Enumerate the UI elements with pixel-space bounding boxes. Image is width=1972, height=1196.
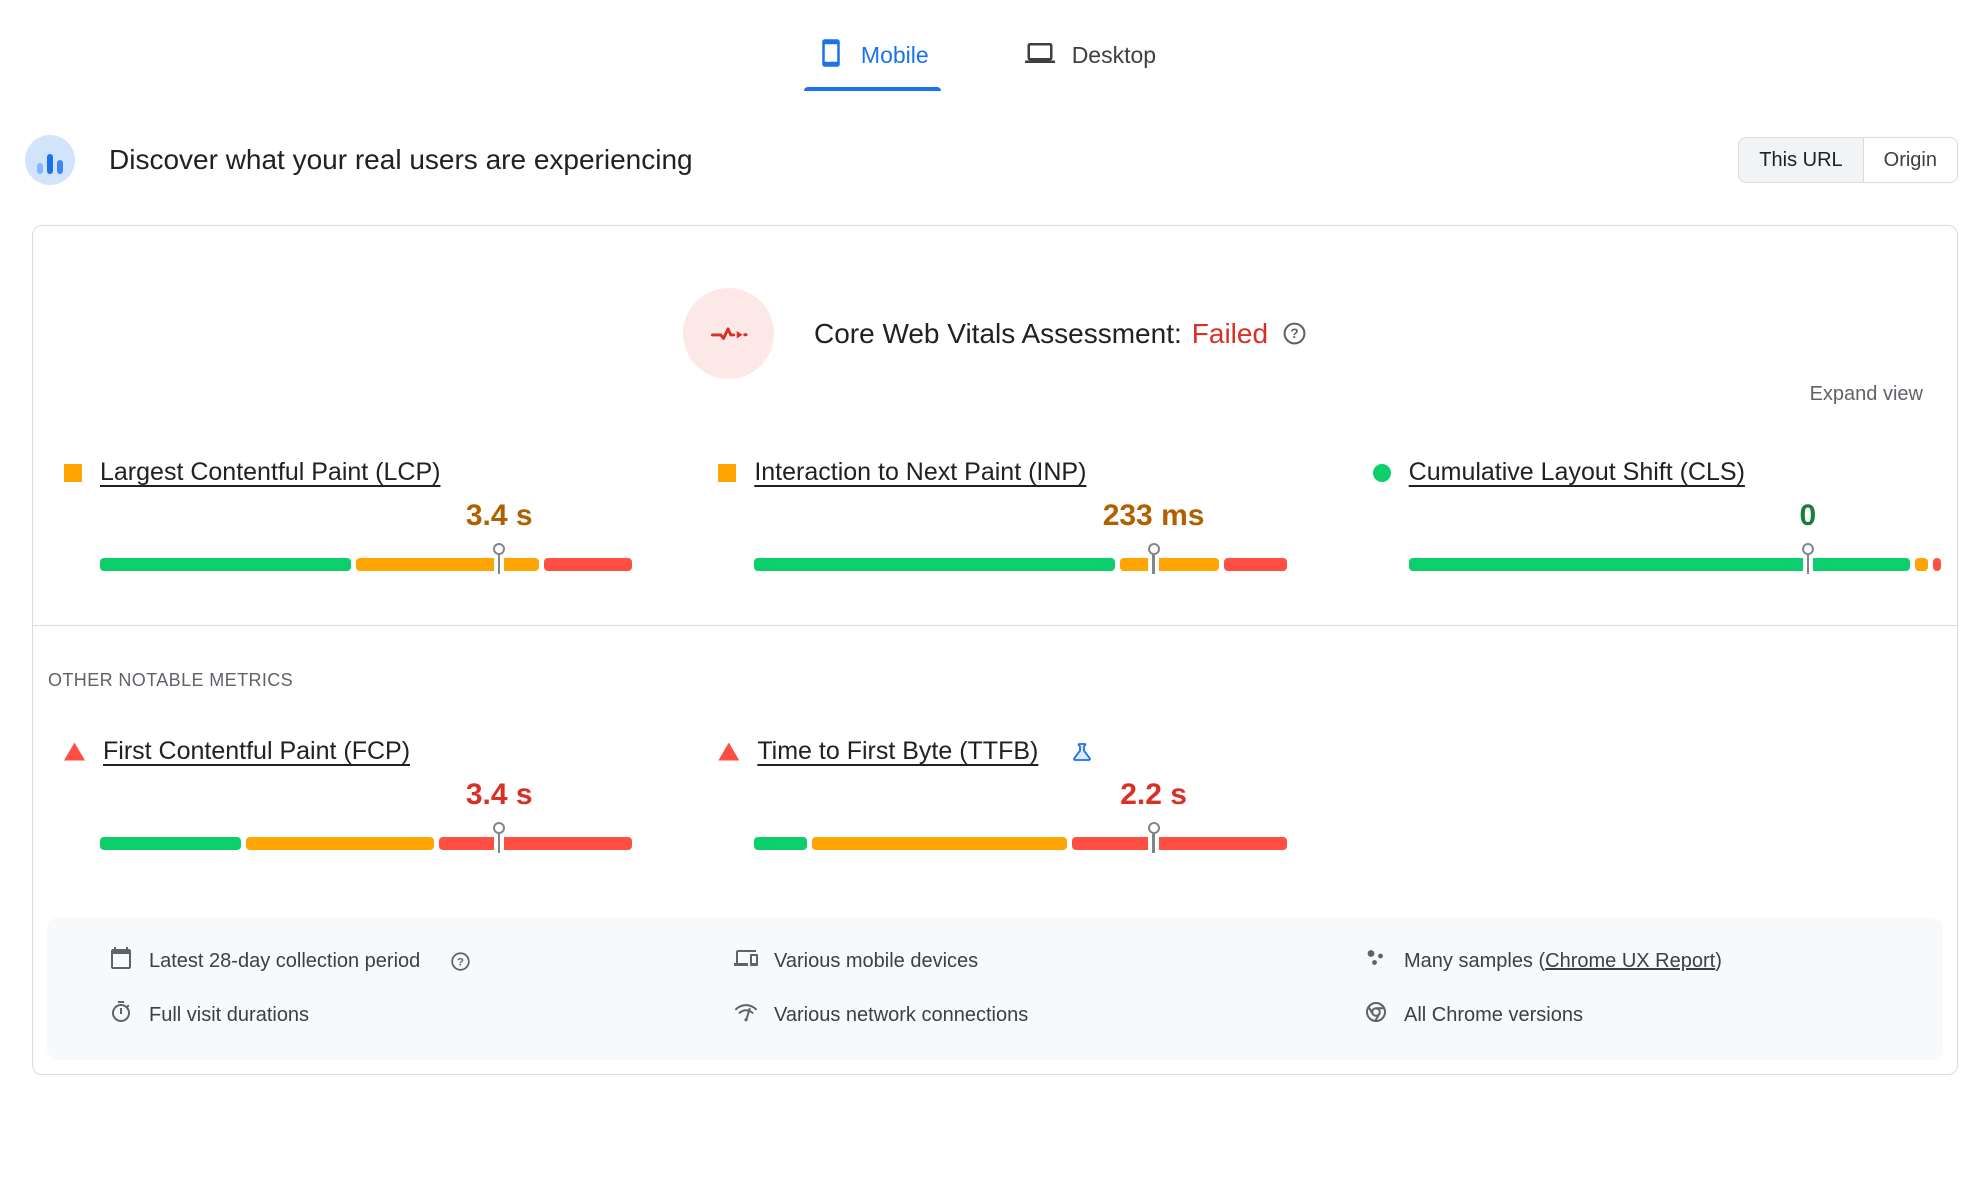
section-divider — [33, 625, 1957, 626]
device-tabs: Mobile Desktop — [0, 0, 1972, 91]
visit-durations-label: Full visit durations — [149, 1003, 310, 1026]
smartphone-icon — [816, 38, 846, 73]
collection-info-footer: Latest 28-day collection period ? Variou… — [47, 918, 1943, 1060]
average-square-icon — [64, 463, 82, 482]
core-metrics-row: Largest Contentful Paint (LCP) 3.4 s Int… — [33, 458, 1957, 574]
fcp-poor-segment — [439, 837, 633, 850]
samples-label: Many samples (Chrome UX Report) — [1404, 949, 1722, 972]
inp-poor-segment — [1223, 558, 1287, 571]
average-square-icon — [718, 463, 737, 482]
svg-text:?: ? — [1290, 326, 1298, 341]
connections-info: Various network connections — [734, 1000, 1364, 1030]
devices-info: Various mobile devices — [734, 946, 1364, 976]
other-metrics-label: OTHER NOTABLE METRICS — [48, 670, 294, 690]
cls-link[interactable]: Cumulative Layout Shift (CLS) — [1408, 458, 1745, 486]
ttfb-good-segment — [754, 837, 807, 850]
crux-bar-chart-icon — [25, 135, 75, 185]
inp-average-segment — [1119, 558, 1219, 571]
svg-text:?: ? — [457, 956, 464, 968]
crux-report-link[interactable]: Chrome UX Report — [1545, 949, 1716, 972]
assessment-label: Core Web Vitals Assessment: — [813, 317, 1182, 349]
field-data-card: Core Web Vitals Assessment: Failed ? Exp… — [32, 225, 1958, 1075]
visit-durations-info: Full visit durations — [109, 1000, 734, 1030]
cls-distribution: 0 — [1408, 499, 1941, 574]
field-data-header: Discover what your real users are experi… — [25, 135, 1958, 185]
devices-icon — [734, 946, 758, 976]
poor-triangle-icon — [64, 742, 85, 761]
metric-lcp: Largest Contentful Paint (LCP) 3.4 s — [64, 458, 633, 574]
stopwatch-icon — [109, 1000, 133, 1030]
page-title: Discover what your real users are experi… — [109, 144, 693, 175]
tab-mobile-label: Mobile — [860, 42, 929, 68]
tab-desktop-label: Desktop — [1071, 42, 1157, 68]
lcp-good-segment — [100, 558, 351, 571]
fcp-average-segment — [246, 837, 435, 850]
other-metrics-row: First Contentful Paint (FCP) 3.4 s Time … — [33, 737, 1957, 853]
lcp-p75-marker — [493, 543, 506, 574]
calendar-icon — [109, 946, 133, 976]
network-check-icon — [734, 1000, 758, 1030]
devices-label: Various mobile devices — [774, 949, 979, 972]
inp-distribution: 233 ms — [754, 499, 1287, 574]
good-dot-icon — [1372, 463, 1391, 482]
ttfb-poor-segment — [1072, 837, 1287, 850]
flask-icon[interactable] — [1070, 740, 1094, 764]
cls-poor-segment — [1933, 558, 1941, 571]
ttfb-value: 2.2 s — [1120, 778, 1187, 811]
inp-good-segment — [754, 558, 1115, 571]
lcp-link[interactable]: Largest Contentful Paint (LCP) — [100, 458, 441, 486]
assessment-status: Failed — [1191, 317, 1269, 349]
fcp-distribution: 3.4 s — [100, 778, 633, 853]
pulse-icon — [682, 288, 774, 379]
ttfb-link[interactable]: Time to First Byte (TTFB) — [757, 737, 1039, 765]
cls-average-segment — [1915, 558, 1929, 571]
inp-p75-marker — [1147, 543, 1160, 574]
fcp-value: 3.4 s — [465, 778, 533, 811]
collection-period-info: Latest 28-day collection period ? — [109, 946, 734, 976]
lcp-average-segment — [355, 558, 539, 571]
lcp-distribution: 3.4 s — [100, 499, 633, 574]
ttfb-average-segment — [811, 837, 1068, 850]
cls-value: 0 — [1799, 499, 1817, 532]
connections-label: Various network connections — [774, 1003, 1029, 1026]
chrome-versions-label: All Chrome versions — [1404, 1003, 1583, 1026]
metric-inp: Interaction to Next Paint (INP) 233 ms — [718, 458, 1287, 574]
ttfb-p75-marker — [1147, 822, 1160, 853]
scope-toggle: This URL Origin — [1738, 137, 1958, 183]
origin-button[interactable]: Origin — [1863, 137, 1958, 183]
collection-period-label: Latest 28-day collection period — [149, 949, 421, 972]
chrome-versions-info: All Chrome versions — [1364, 1000, 1923, 1030]
fcp-good-segment — [100, 837, 242, 850]
metric-cls: Cumulative Layout Shift (CLS) 0 — [1372, 458, 1941, 574]
poor-triangle-icon — [718, 742, 740, 761]
samples-dots-icon — [1364, 946, 1388, 976]
lcp-value: 3.4 s — [465, 499, 533, 532]
samples-info: Many samples (Chrome UX Report) — [1364, 946, 1923, 976]
metric-ttfb: Time to First Byte (TTFB) 2.2 s — [718, 737, 1287, 853]
cwv-assessment: Core Web Vitals Assessment: Failed ? — [33, 288, 1957, 379]
chrome-icon — [1364, 1000, 1388, 1030]
expand-view-button[interactable]: Expand view — [1809, 383, 1923, 405]
tab-desktop[interactable]: Desktop — [1011, 32, 1168, 91]
lcp-poor-segment — [543, 558, 633, 571]
metric-fcp: First Contentful Paint (FCP) 3.4 s — [64, 737, 633, 853]
inp-link[interactable]: Interaction to Next Paint (INP) — [754, 458, 1087, 486]
assessment-help-icon[interactable]: ? — [1282, 321, 1307, 346]
tab-mobile[interactable]: Mobile — [803, 32, 941, 91]
ttfb-distribution: 2.2 s — [754, 778, 1287, 853]
cls-good-segment — [1408, 558, 1911, 571]
laptop-icon — [1023, 38, 1057, 73]
fcp-p75-marker — [493, 822, 506, 853]
cls-p75-marker — [1801, 543, 1814, 574]
this-url-button[interactable]: This URL — [1738, 137, 1864, 183]
fcp-link[interactable]: First Contentful Paint (FCP) — [103, 737, 411, 765]
collection-period-help-icon[interactable]: ? — [450, 951, 471, 972]
inp-value: 233 ms — [1102, 499, 1205, 532]
